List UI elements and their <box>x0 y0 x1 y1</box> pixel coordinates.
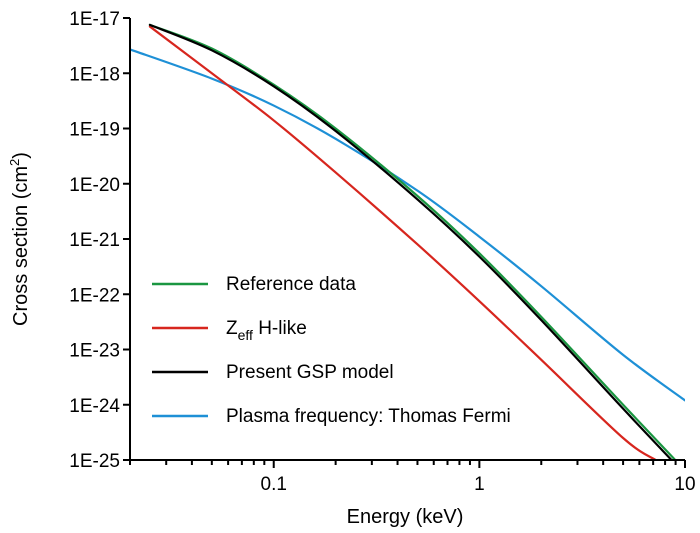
legend-label-main: Reference data <box>226 274 356 295</box>
series-line-plasma <box>130 48 685 402</box>
y-axis-title-prefix: Cross section (cm <box>10 166 32 326</box>
y-tick-label: 1E-21 <box>69 230 120 251</box>
y-tick-label: 1E-19 <box>69 120 120 141</box>
series-line-zeff <box>148 25 657 460</box>
legend-label-gsp: Present GSP model <box>226 362 394 383</box>
legend-label-plasma: Plasma frequency: Thomas Fermi <box>226 406 511 427</box>
legend-label-after: H-like <box>253 318 307 339</box>
x-tick-label: 0.1 <box>261 474 287 495</box>
legend-label-main: Z <box>226 318 238 339</box>
y-tick-label: 1E-20 <box>69 175 120 196</box>
legend-label-main: Present GSP model <box>226 362 394 383</box>
series-layer <box>130 23 685 460</box>
axes <box>129 18 685 461</box>
x-ticks: 0.1 1 10 <box>129 460 696 495</box>
y-axis-title-superscript: 2 <box>7 159 22 166</box>
legend-label-zeff: Zeff H-like <box>226 318 307 343</box>
x-tick-label: 10 <box>674 474 695 495</box>
y-tick-label: 1E-22 <box>69 285 120 306</box>
y-ticks: 1E-17 1E-18 1E-19 1E-20 1E-21 1E-22 1E-23 1E-24… <box>69 9 130 472</box>
y-axis-title: Cross section (cm2) <box>7 152 32 326</box>
y-tick-label: 1E-18 <box>69 64 120 85</box>
y-tick-label: 1E-17 <box>69 9 120 30</box>
y-tick-label: 1E-25 <box>69 451 120 472</box>
legend: Reference data Zeff H-like Present GSP mod… <box>152 274 511 427</box>
series-line-reference <box>148 23 677 460</box>
series-line-gsp <box>148 23 673 460</box>
x-axis-title: Energy (keV) <box>347 506 464 528</box>
x-tick-label: 1 <box>474 474 485 495</box>
legend-label-subscript: eff <box>238 327 253 343</box>
y-axis-title-suffix: ) <box>10 152 32 159</box>
legend-label-main: Plasma frequency: Thomas Fermi <box>226 406 511 427</box>
legend-label-reference: Reference data <box>226 274 356 295</box>
y-tick-label: 1E-23 <box>69 341 120 362</box>
y-tick-label: 1E-24 <box>69 396 120 417</box>
